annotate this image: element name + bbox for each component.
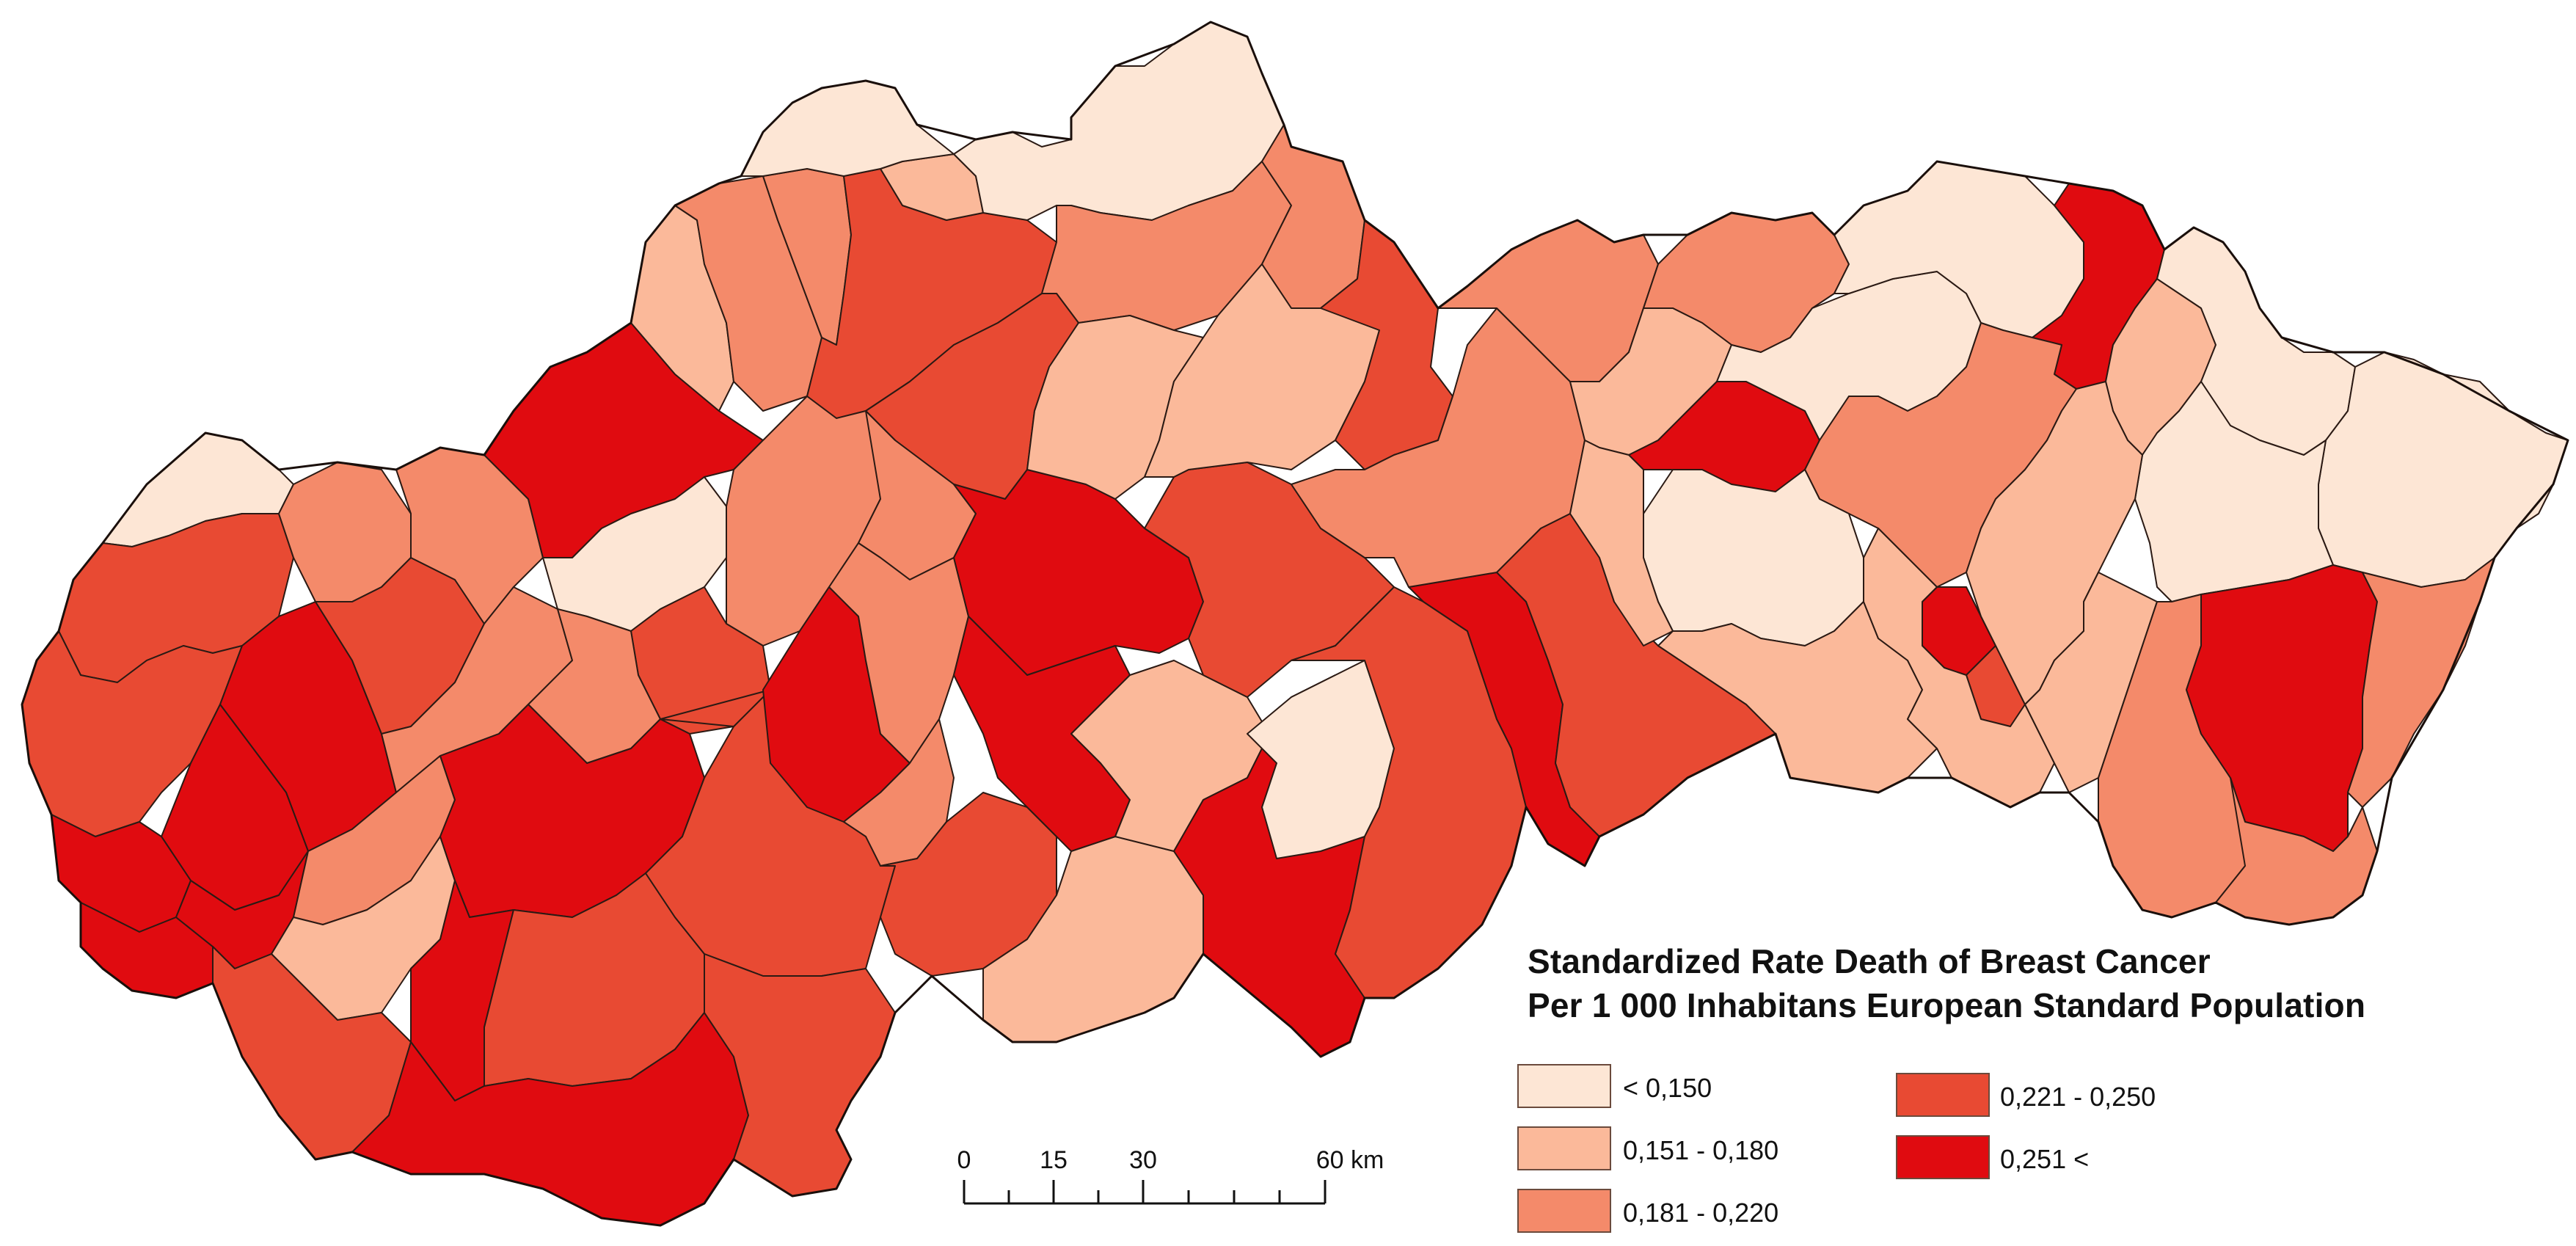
scale-tick-label-15: 15 [1040,1146,1068,1174]
district-region [1291,307,1586,588]
district-region [843,718,955,867]
legend-swatch-class-2 [1517,1126,1611,1170]
district-layer [21,21,2569,1226]
legend-label-class-5: 0,251 < [2000,1144,2090,1174]
district-region [2318,351,2569,588]
scale-bar [963,1180,1327,1205]
legend-swatch-class-5 [1896,1135,1990,1179]
scale-tick-label-0: 0 [957,1146,971,1174]
district-region [1966,381,2143,705]
district-region [2134,381,2334,602]
district-region [2186,564,2378,852]
scale-tick-label-60-km: 60 km [1316,1146,1384,1174]
legend-label-class-3: 0,181 - 0,220 [1623,1198,1779,1228]
district-region [1569,440,1674,646]
legend-swatch-class-3 [1517,1189,1611,1233]
legend-swatch-class-1 [1517,1064,1611,1108]
legend-title-line2: Per 1 000 Inhabitans European Standard P… [1528,986,2366,1024]
legend-title-line1: Standardized Rate Death of Breast Cancer [1528,942,2211,980]
district-region [2347,557,2495,808]
legend-swatch-class-4 [1896,1073,1990,1117]
legend-label-class-2: 0,151 - 0,180 [1623,1135,1779,1165]
legend-label-class-4: 0,221 - 0,250 [2000,1082,2156,1112]
legend-label-class-1: < 0,150 [1623,1073,1712,1103]
country-outline [21,21,2569,1227]
scale-tick-label-30: 30 [1129,1146,1157,1174]
